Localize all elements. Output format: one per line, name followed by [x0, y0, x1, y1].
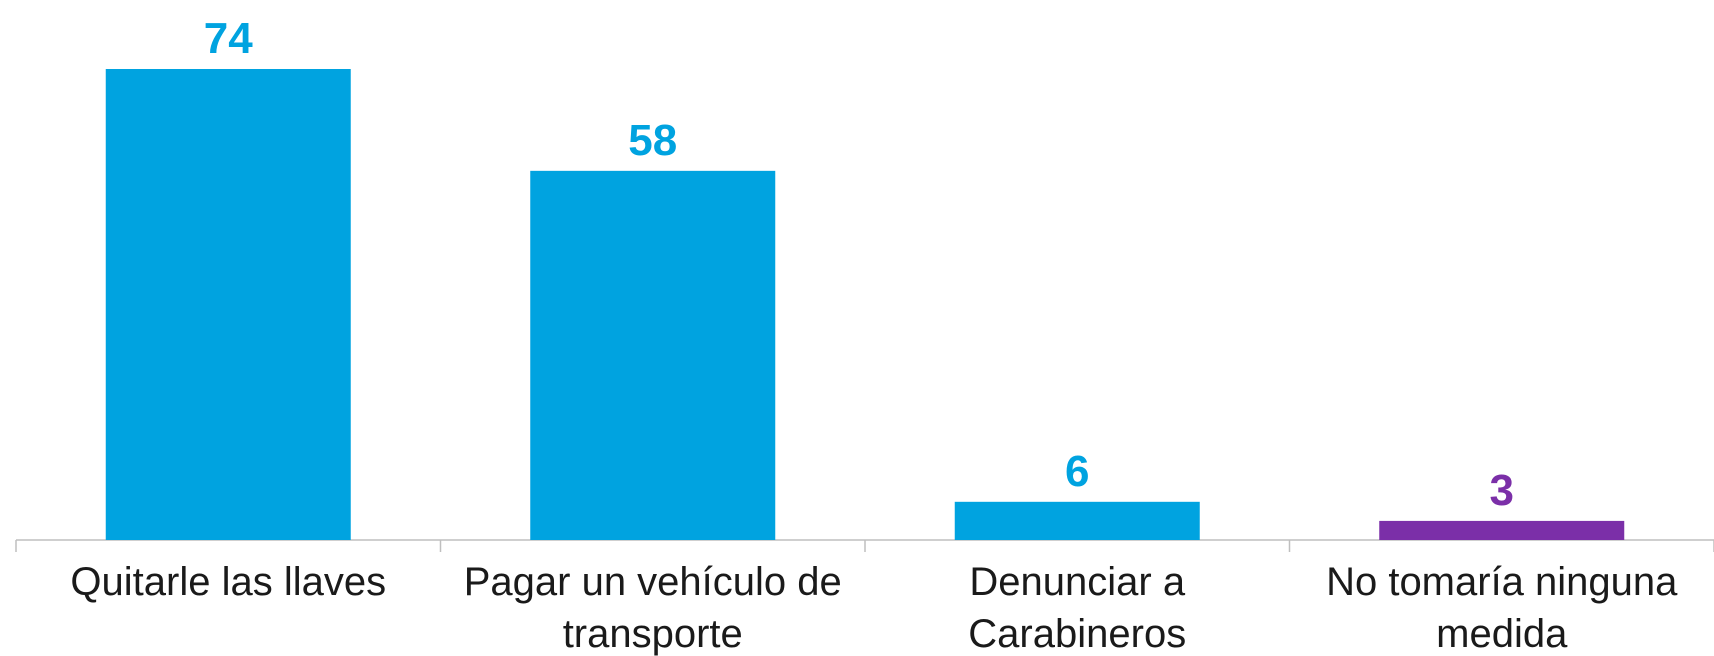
value-label: 74	[204, 14, 253, 63]
value-label: 58	[628, 116, 677, 165]
bar	[1379, 520, 1625, 540]
value-label: 6	[1065, 447, 1089, 496]
category-label: Denunciar a Carabineros	[968, 560, 1187, 656]
category-label: Pagar un vehículo de transporte	[463, 560, 842, 656]
bar	[530, 170, 776, 541]
category-label: Quitarle las llaves	[70, 560, 387, 604]
value-label: 3	[1490, 466, 1514, 515]
category-label: No tomaría ninguna medida	[1326, 560, 1678, 656]
bar	[954, 501, 1200, 540]
bar	[105, 69, 351, 540]
